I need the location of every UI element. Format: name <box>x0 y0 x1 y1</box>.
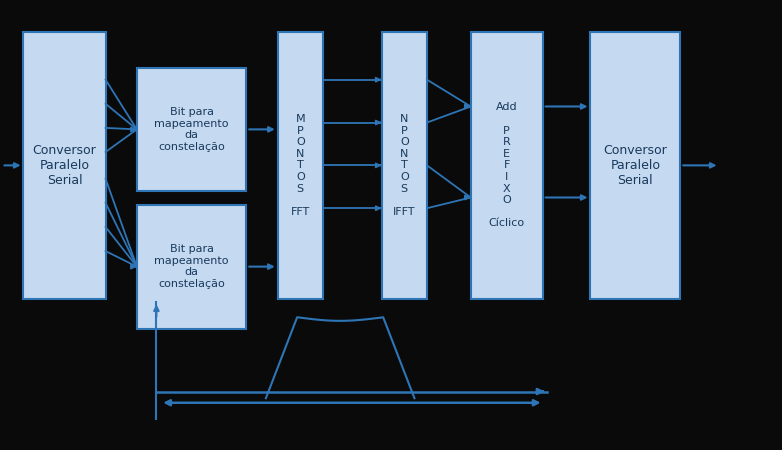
Text: Add

P
R
E
F
I
X
O

Cíclico: Add P R E F I X O Cíclico <box>489 103 525 229</box>
Text: Bit para
mapeamento
da
constelação: Bit para mapeamento da constelação <box>154 107 229 152</box>
Text: Bit para
mapeamento
da
constelação: Bit para mapeamento da constelação <box>154 244 229 289</box>
FancyBboxPatch shape <box>137 205 246 328</box>
FancyBboxPatch shape <box>278 32 323 299</box>
Text: Conversor
Paralelo
Serial: Conversor Paralelo Serial <box>604 144 667 187</box>
FancyBboxPatch shape <box>471 32 543 299</box>
Text: N
P
O
N
T
O
S

IFFT: N P O N T O S IFFT <box>393 114 415 217</box>
Text: M
P
O
N
T
O
S

FFT: M P O N T O S FFT <box>291 114 310 217</box>
FancyBboxPatch shape <box>23 32 106 299</box>
FancyBboxPatch shape <box>137 68 246 191</box>
FancyBboxPatch shape <box>590 32 680 299</box>
FancyBboxPatch shape <box>382 32 427 299</box>
Text: Conversor
Paralelo
Serial: Conversor Paralelo Serial <box>33 144 96 187</box>
